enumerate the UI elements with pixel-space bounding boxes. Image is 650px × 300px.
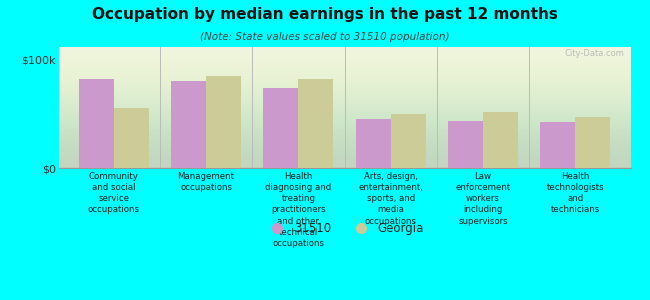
Text: City-Data.com: City-Data.com — [565, 49, 625, 58]
Bar — [79, 79, 114, 168]
Text: Occupation by median earnings in the past 12 months: Occupation by median earnings in the pas… — [92, 8, 558, 22]
Bar — [171, 81, 206, 168]
Bar — [540, 122, 575, 168]
Bar — [114, 108, 149, 168]
Bar — [575, 117, 610, 168]
Text: (Note: State values scaled to 31510 population): (Note: State values scaled to 31510 popu… — [200, 32, 450, 41]
Bar — [356, 119, 391, 168]
Bar — [298, 79, 333, 168]
Bar — [263, 88, 298, 168]
Bar — [448, 122, 483, 168]
Bar — [206, 76, 241, 168]
Legend: 31510, Georgia: 31510, Georgia — [263, 220, 426, 237]
Bar — [391, 114, 426, 168]
Bar — [483, 112, 518, 168]
